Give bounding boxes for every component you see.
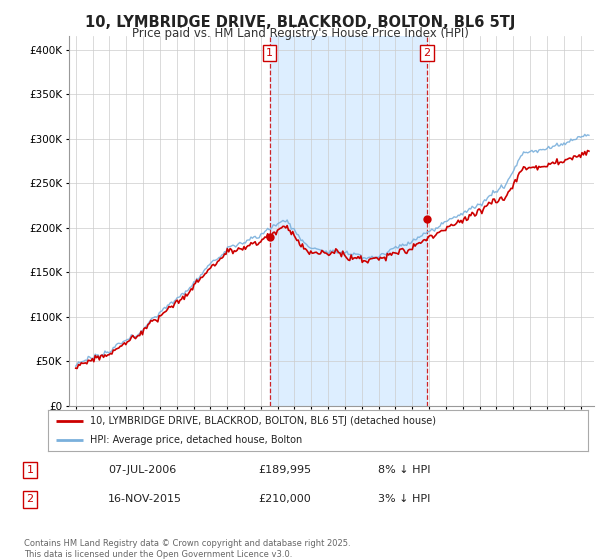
Bar bbox=[269, 36, 427, 406]
Text: 1: 1 bbox=[26, 465, 34, 475]
Text: 3% ↓ HPI: 3% ↓ HPI bbox=[378, 494, 430, 505]
Text: 8% ↓ HPI: 8% ↓ HPI bbox=[378, 465, 431, 475]
Text: 10, LYMBRIDGE DRIVE, BLACKROD, BOLTON, BL6 5TJ: 10, LYMBRIDGE DRIVE, BLACKROD, BOLTON, B… bbox=[85, 15, 515, 30]
Text: Price paid vs. HM Land Registry's House Price Index (HPI): Price paid vs. HM Land Registry's House … bbox=[131, 27, 469, 40]
Text: 10, LYMBRIDGE DRIVE, BLACKROD, BOLTON, BL6 5TJ (detached house): 10, LYMBRIDGE DRIVE, BLACKROD, BOLTON, B… bbox=[90, 417, 436, 426]
Text: Contains HM Land Registry data © Crown copyright and database right 2025.
This d: Contains HM Land Registry data © Crown c… bbox=[24, 539, 350, 559]
Text: £210,000: £210,000 bbox=[258, 494, 311, 505]
Text: 1: 1 bbox=[266, 48, 273, 58]
Text: 16-NOV-2015: 16-NOV-2015 bbox=[108, 494, 182, 505]
Text: 07-JUL-2006: 07-JUL-2006 bbox=[108, 465, 176, 475]
Text: 2: 2 bbox=[424, 48, 431, 58]
Text: £189,995: £189,995 bbox=[258, 465, 311, 475]
Text: 2: 2 bbox=[26, 494, 34, 505]
Text: HPI: Average price, detached house, Bolton: HPI: Average price, detached house, Bolt… bbox=[90, 435, 302, 445]
